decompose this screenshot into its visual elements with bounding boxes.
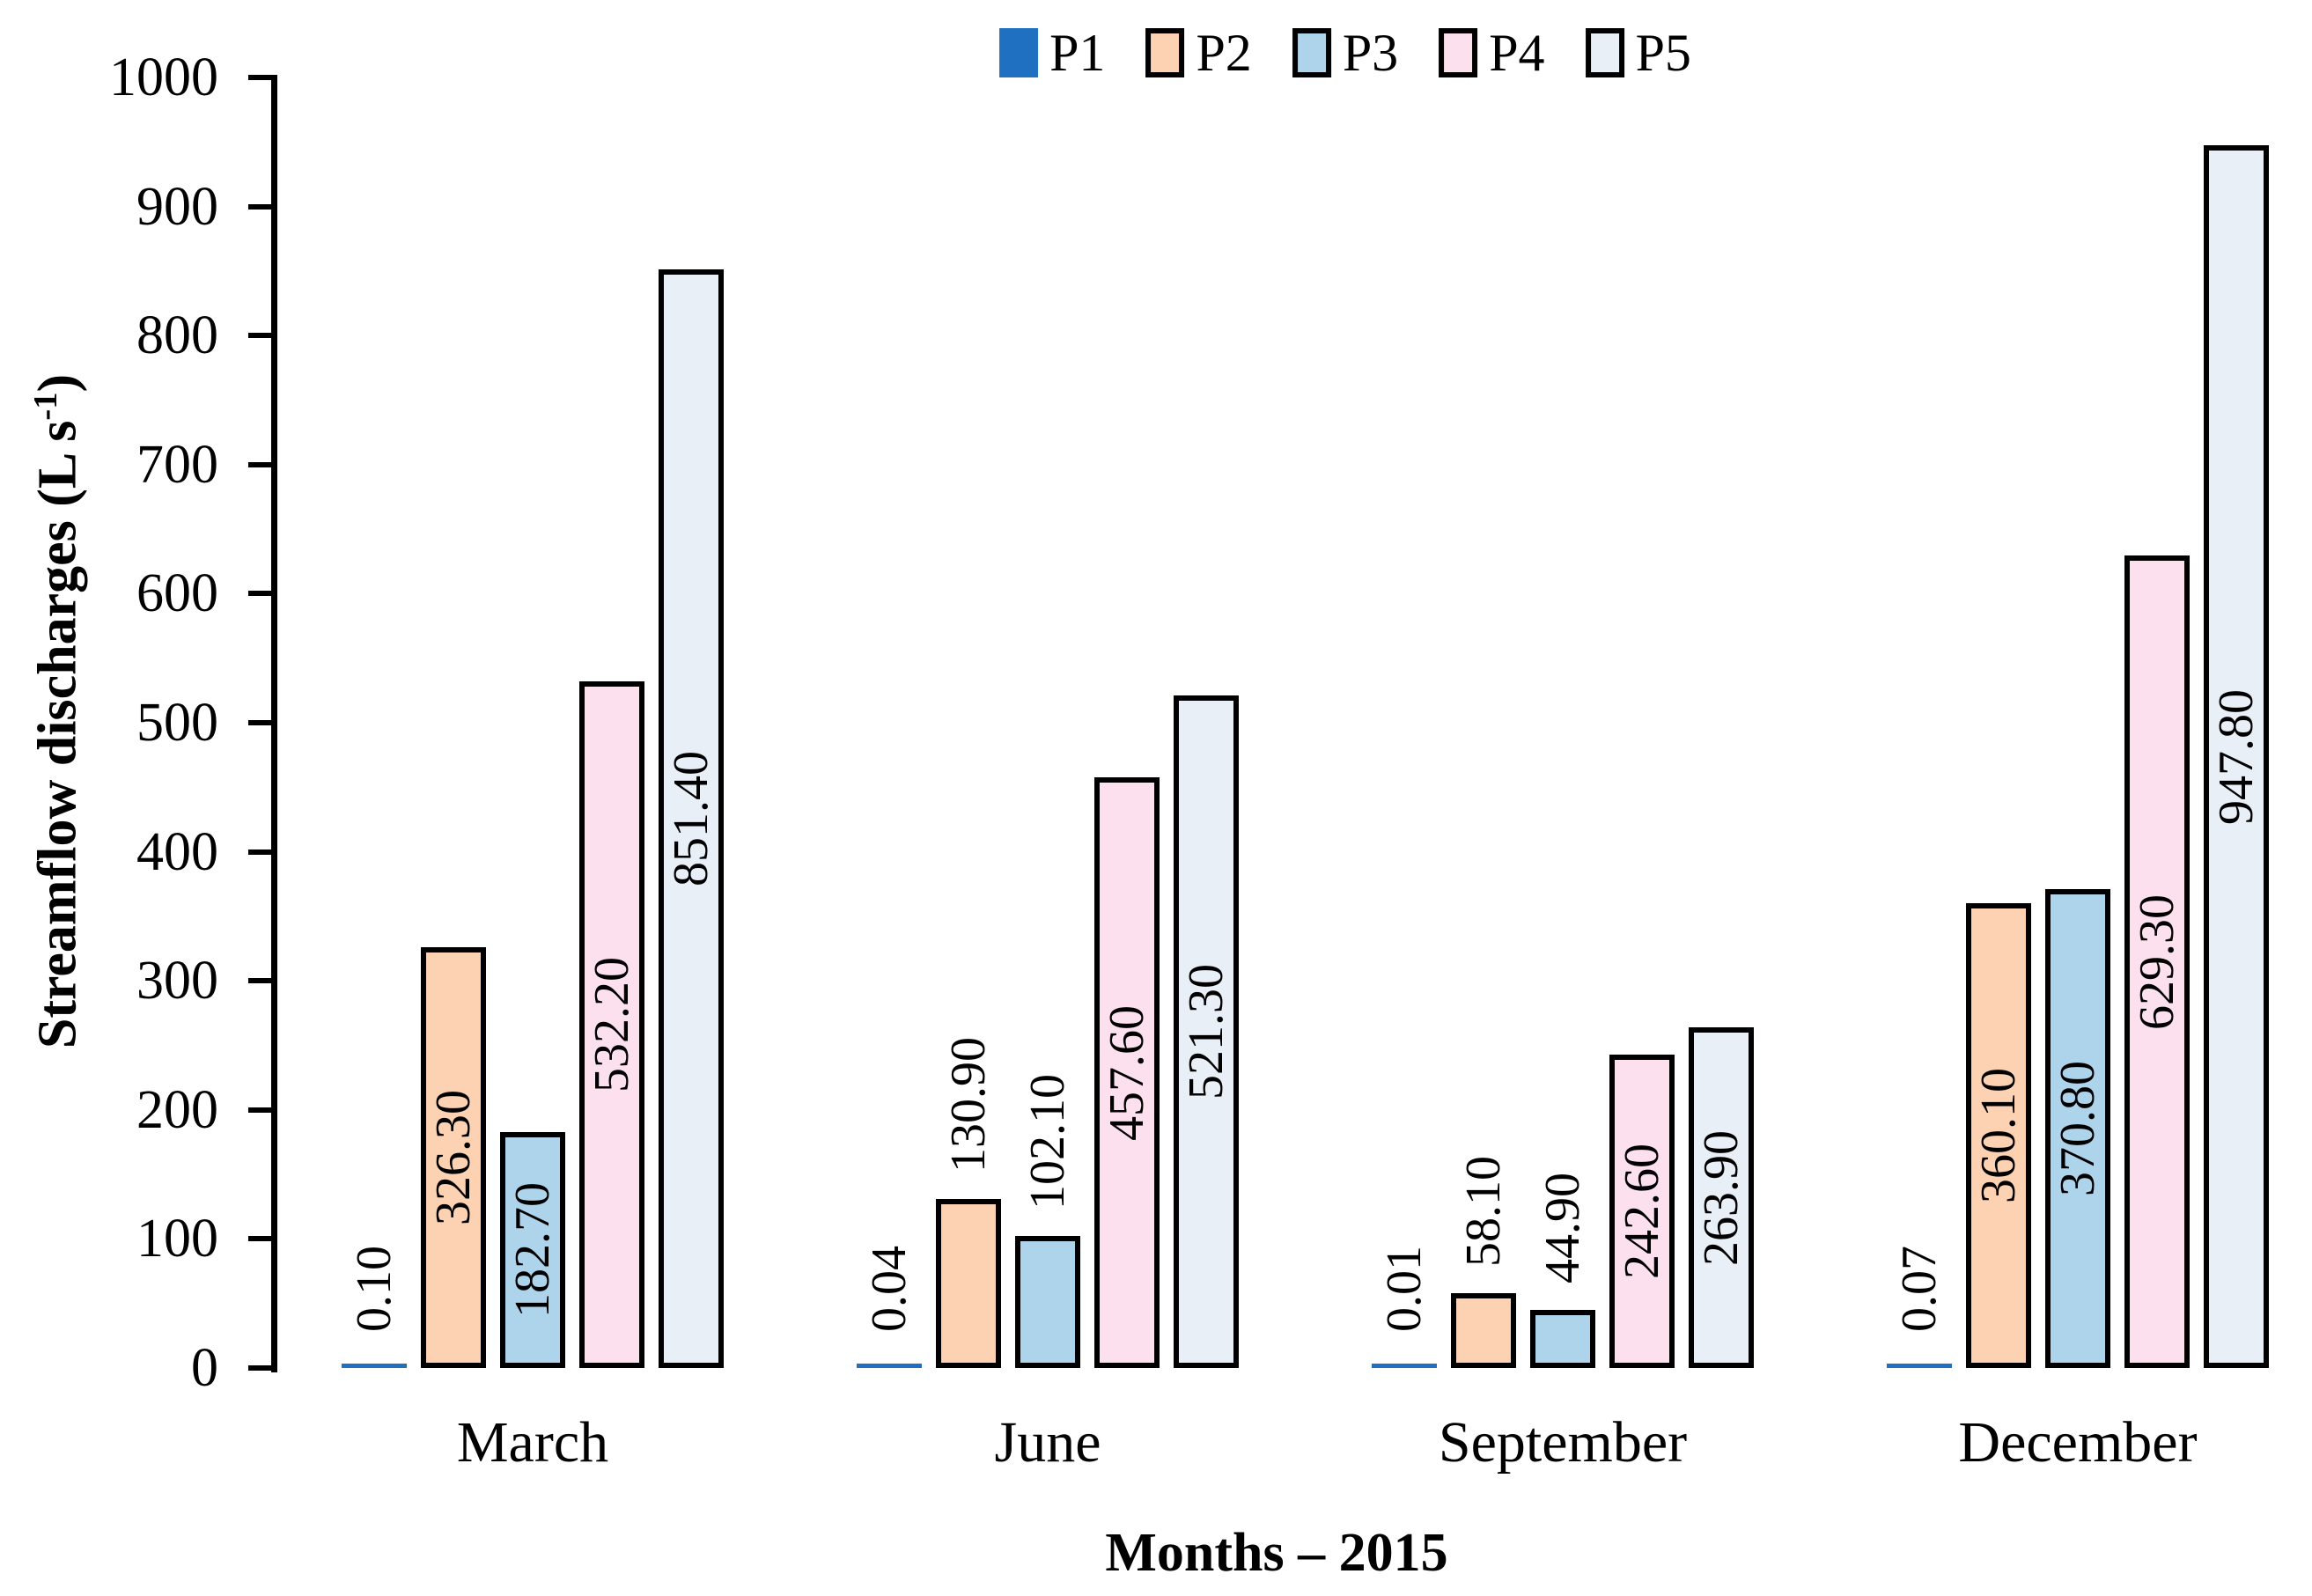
bar-p5-september: 263.90 [1689,1027,1754,1368]
y-tick-label: 500 [136,693,218,753]
bar-p1-september: 0.01 [1372,1246,1437,1368]
legend-item-p1: P1 [999,26,1105,79]
bar-p3-december: 370.80 [2045,889,2110,1368]
bar-p3-september: 44.90 [1530,1173,1595,1368]
y-axis-tick [248,333,272,339]
y-tick-label: 1000 [109,48,218,107]
y-tick-label: 0 [191,1338,218,1398]
bar-value-label-p2-march: 326.30 [426,1090,481,1225]
y-axis-tick [248,978,272,984]
bar-p2-september: 58.10 [1451,1156,1516,1368]
bar-value-label-p4-march: 532.20 [585,957,639,1092]
x-axis-title: Months – 2015 [1105,1523,1448,1583]
bar-p1-june: 0.04 [857,1246,922,1368]
bar-p3-june: 102.10 [1015,1074,1080,1368]
y-tick-label: 200 [136,1079,218,1140]
bar-value-label-p5-december: 947.80 [2209,688,2264,825]
bar-p3-march: 182.70 [500,1132,565,1368]
legend-label-p4: P4 [1489,24,1545,82]
y-tick-label: 100 [136,1209,218,1269]
bar-p2-december: 360.10 [1966,903,2031,1368]
bar-value-label-p2-june: 130.90 [941,1037,996,1173]
legend-swatch-p4 [1439,28,1478,77]
y-axis-tick [248,849,272,855]
y-axis-title-close: ) [27,373,88,393]
bar-value-label-p2-december: 360.10 [1971,1068,2026,1203]
bar-p5-december: 947.80 [2204,145,2269,1368]
bar-value-label-p4-june: 457.60 [1100,1004,1154,1141]
y-axis-tick [248,1107,272,1113]
legend-label-p1: P1 [1049,24,1106,82]
bar-p4-september: 242.60 [1609,1055,1675,1368]
bar-value-label-p1-december: 0.07 [1892,1246,1947,1332]
legend-swatch-p1 [999,28,1039,77]
legend-item-p2: P2 [1145,24,1252,82]
y-tick-label: 900 [136,176,218,237]
bar-p4-march: 532.20 [579,681,644,1368]
y-axis-tick [248,720,272,725]
y-axis-tick [248,75,272,80]
y-axis-tick [248,591,272,597]
legend-swatch-p3 [1292,28,1331,77]
legend-swatch-p2 [1145,28,1185,77]
x-category-label-june: June [994,1410,1101,1475]
x-category-label-september: September [1438,1410,1688,1475]
bar-value-label-p5-march: 851.40 [664,751,718,886]
bar-value-label-p1-march: 0.10 [347,1246,401,1332]
bar-value-label-p1-june: 0.04 [862,1246,917,1332]
bar-p4-june: 457.60 [1094,777,1160,1368]
x-category-label-december: December [1958,1410,2198,1475]
bar-value-label-p2-september: 58.10 [1456,1156,1511,1267]
bar-p2-march: 326.30 [421,947,486,1368]
bar-value-label-p3-september: 44.90 [1535,1173,1590,1283]
y-tick-label: 300 [136,951,218,1011]
y-tick-label: 600 [136,563,218,624]
legend-label-p3: P3 [1342,24,1399,82]
y-axis-line [271,75,277,1372]
bar-value-label-p4-december: 629.30 [2130,894,2184,1030]
y-tick-label: 700 [136,434,218,495]
y-axis-title-superscript: -1 [27,392,64,421]
bar-value-label-p5-june: 521.30 [1179,964,1233,1100]
legend-item-p3: P3 [1292,26,1398,79]
x-category-label-march: March [456,1410,609,1475]
legend: P1 P2 P3 P4 P5 [999,26,1691,79]
y-axis-tick [248,1236,272,1242]
y-tick-label: 800 [136,305,218,366]
legend-item-p5: P5 [1585,24,1691,82]
legend-swatch-p5 [1585,28,1624,77]
legend-label-p2: P2 [1196,24,1252,82]
bar-p1-march: 0.10 [342,1246,407,1368]
bar-value-label-p3-march: 182.70 [505,1182,560,1318]
bar-p4-december: 629.30 [2124,555,2190,1368]
y-axis-tick [248,461,272,467]
bar-p5-june: 521.30 [1174,695,1239,1368]
bar-value-label-p5-september: 263.90 [1694,1129,1749,1266]
bar-value-label-p3-june: 102.10 [1020,1074,1075,1210]
bar-p2-june: 130.90 [936,1037,1001,1368]
bar-value-label-p4-september: 242.60 [1615,1144,1669,1279]
bar-p1-december: 0.07 [1887,1246,1952,1368]
legend-item-p4: P4 [1439,24,1545,82]
bar-value-label-p3-december: 370.80 [2051,1061,2105,1196]
bar-value-label-p1-september: 0.01 [1377,1246,1432,1332]
legend-label-p5: P5 [1635,24,1691,82]
y-axis-tick [248,1365,272,1371]
bar-p5-march: 851.40 [659,269,724,1368]
y-tick-label: 400 [136,821,218,882]
y-axis-tick [248,203,272,210]
